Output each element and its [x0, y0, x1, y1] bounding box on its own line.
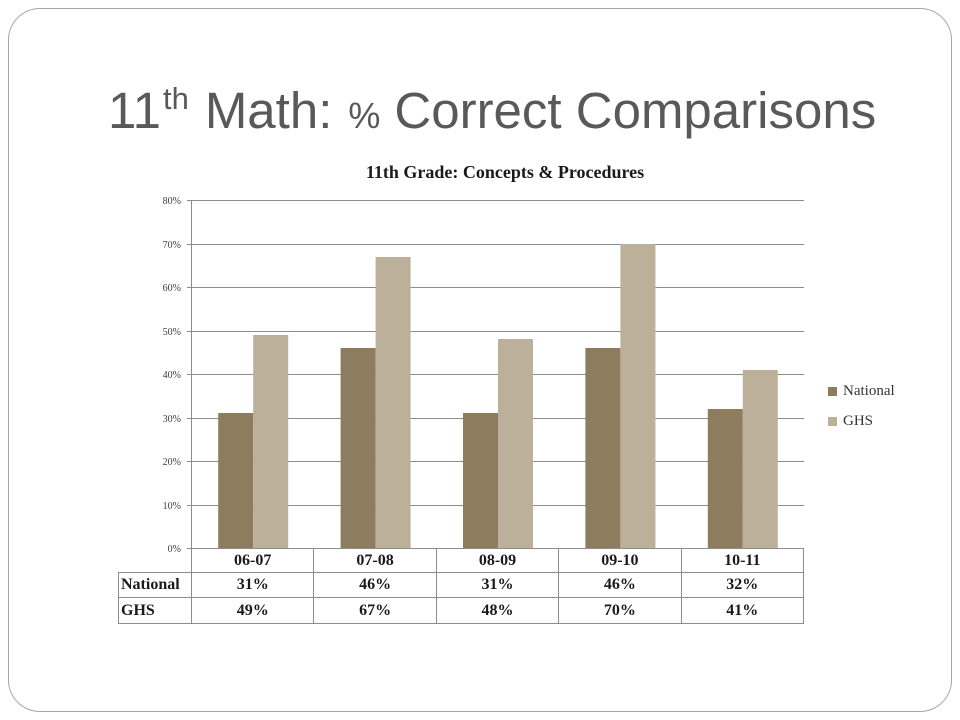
value-cell: 32%	[681, 573, 804, 598]
y-tick-label: 10%	[163, 501, 181, 512]
bar-national-2	[340, 348, 376, 548]
category-label: 10-11	[681, 548, 804, 573]
bar-national-5	[707, 409, 743, 548]
legend-item-series-2: GHS	[828, 411, 895, 431]
legend-label-series-2: GHS	[843, 413, 874, 429]
bar-ghs-4	[620, 244, 656, 548]
legend-swatch-series-2	[828, 416, 837, 426]
chart: 11th Grade: Concepts & Procedures 0% 10% 2…	[110, 155, 910, 630]
chart-plot-area: 0% 10% 20% 30% 40% 50% 60% 70% 80%	[163, 196, 804, 555]
value-cell: 41%	[681, 598, 804, 624]
value-cell: 46%	[314, 573, 437, 598]
value-cell: 67%	[314, 598, 437, 624]
data-table-corner	[118, 548, 192, 573]
slide-title: 11th Math:% Correct Comparisons	[108, 82, 877, 139]
bar-ghs-2	[375, 257, 411, 548]
title-rest: Correct Comparisons	[394, 82, 877, 139]
title-percent-sign: %	[348, 95, 381, 136]
bar-national-3	[463, 413, 498, 548]
value-cell: 49%	[192, 598, 315, 624]
value-cell: 31%	[192, 573, 315, 598]
chart-title: 11th Grade: Concepts & Procedures	[365, 162, 645, 182]
bar-ghs-1	[253, 335, 289, 548]
legend-item-series-1: National	[828, 381, 895, 401]
title-label: Math:	[204, 82, 333, 139]
category-label: 08-09	[436, 548, 560, 573]
y-tick-label: 70%	[163, 240, 181, 251]
value-cell: 31%	[436, 573, 560, 598]
value-cell: 48%	[436, 598, 560, 624]
row-label: GHS	[118, 598, 192, 624]
slide-frame	[8, 8, 952, 712]
row-label: National	[118, 573, 192, 598]
y-tick-label: 80%	[163, 196, 181, 207]
y-tick-label: 30%	[163, 414, 181, 425]
category-label: 09-10	[559, 548, 682, 573]
y-tick-label: 40%	[163, 370, 181, 381]
title-superscript: th	[162, 81, 189, 116]
bar-national-1	[218, 413, 254, 548]
bar-ghs-5	[742, 370, 778, 548]
y-tick-label: 20%	[163, 457, 181, 468]
y-tick-label: 60%	[163, 283, 181, 294]
value-cell: 46%	[559, 573, 682, 598]
data-table: 06-07 07-08 08-09 09-10 10-11 National 3…	[118, 548, 804, 624]
category-label: 07-08	[314, 548, 437, 573]
legend-label-series-1: National	[843, 383, 895, 399]
category-label: 06-07	[192, 548, 315, 573]
legend: National GHS	[828, 381, 895, 441]
bar-ghs-3	[498, 339, 533, 548]
title-number: 11	[108, 82, 161, 139]
bar-national-4	[585, 348, 621, 548]
legend-swatch-series-1	[828, 386, 837, 396]
y-tick-label: 50%	[163, 327, 181, 338]
value-cell: 70%	[559, 598, 682, 624]
y-tick-label: 0%	[168, 544, 181, 555]
